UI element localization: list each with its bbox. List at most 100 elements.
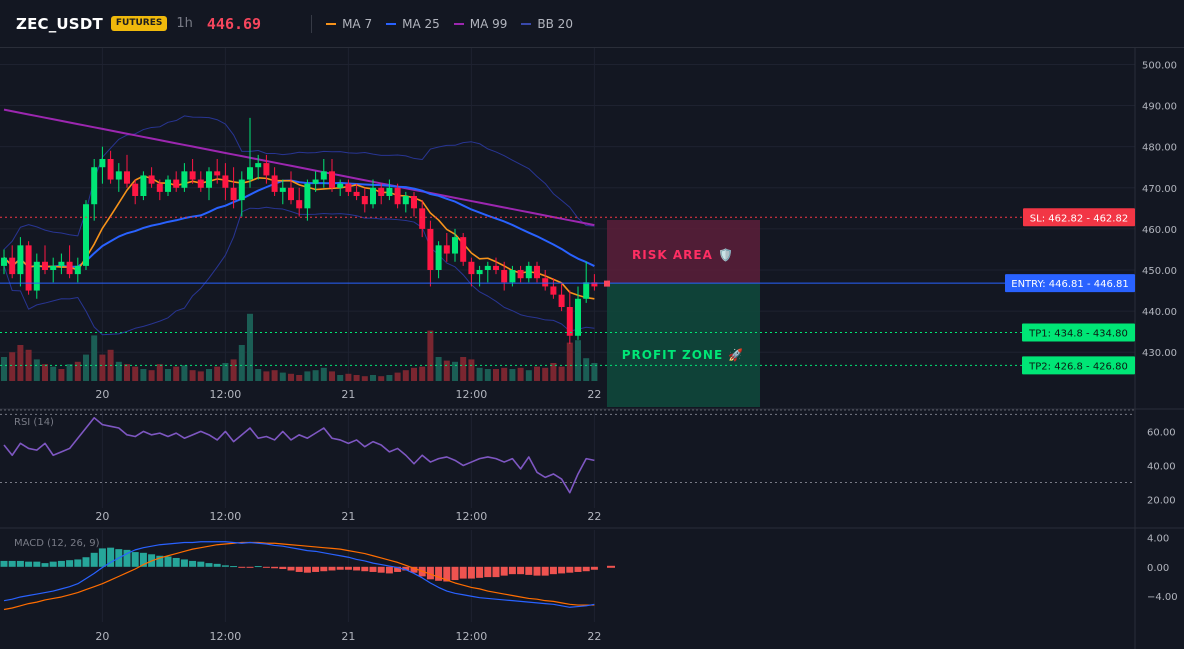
candle-body — [353, 191, 360, 196]
candle — [419, 200, 426, 238]
take-profit-1-label-box — [1022, 323, 1135, 342]
volume-bar — [9, 352, 16, 381]
candle — [558, 282, 565, 312]
volume-bar — [427, 330, 434, 381]
candle-body — [419, 208, 426, 229]
macd-histogram-bar — [426, 566, 434, 580]
symbol-name[interactable]: ZEC_USDT — [16, 14, 103, 33]
candle-body — [534, 265, 540, 279]
candle-body — [173, 179, 180, 188]
macd-histogram-bar — [262, 566, 270, 568]
candle-body — [558, 294, 565, 307]
volume-bar — [288, 373, 294, 381]
legend-ma7[interactable]: MA 7 — [326, 17, 372, 31]
macd-histogram-bar — [238, 566, 246, 568]
volume-bar — [132, 366, 139, 381]
candle — [288, 171, 294, 205]
time-tick-label: 21 — [341, 630, 355, 643]
macd-tick-label: 0.00 — [1147, 563, 1169, 574]
volume-bar — [173, 366, 180, 381]
timeframe-label[interactable]: 1h — [176, 16, 193, 31]
volume-bar — [222, 363, 229, 381]
legend-bb20[interactable]: BB 20 — [521, 17, 573, 31]
time-tick-label: 20 — [95, 630, 109, 643]
time-tick-label: 12:00 — [456, 510, 488, 523]
volume-bar — [558, 366, 565, 381]
candle — [156, 179, 163, 201]
volume-bar — [468, 359, 475, 381]
macd-line — [3, 541, 595, 608]
candle — [42, 245, 48, 275]
volume-bar — [181, 365, 188, 381]
candle — [271, 167, 278, 196]
candle — [255, 154, 262, 180]
candle-body — [83, 204, 89, 266]
candle-body — [206, 171, 212, 188]
macd-histogram-bar — [549, 566, 557, 575]
volume-bar — [148, 370, 155, 381]
macd-histogram-bar — [582, 566, 590, 572]
candle — [460, 233, 467, 266]
time-tick-label: 12:00 — [210, 510, 242, 523]
volume-bar — [386, 375, 393, 381]
ma99-line — [3, 108, 595, 227]
macd-histogram-bar — [221, 565, 229, 567]
volume-bar — [542, 367, 549, 381]
macd-histogram-bar — [271, 566, 279, 569]
candle — [304, 179, 311, 221]
candle — [173, 171, 180, 192]
volume-bar — [370, 375, 376, 381]
time-tick-label: 20 — [95, 388, 109, 401]
candle — [50, 257, 57, 283]
candle-body — [58, 261, 65, 266]
macd-histogram-bar — [508, 566, 516, 575]
volume-bar — [83, 354, 89, 381]
time-tick-label: 12:00 — [456, 630, 488, 643]
take-profit-2-label: TP2: 426.8 - 426.80 — [1028, 361, 1128, 372]
volume-bar — [575, 340, 581, 381]
candle — [238, 171, 245, 217]
price-tick-label: 470.00 — [1142, 184, 1177, 195]
macd-histogram-bar — [139, 552, 147, 567]
candle — [9, 245, 16, 279]
macd-histogram-bar — [459, 566, 467, 579]
macd-histogram-bar — [303, 566, 311, 573]
candle — [124, 154, 130, 188]
candle — [468, 257, 475, 287]
candle — [411, 191, 417, 217]
candle — [206, 167, 212, 201]
candle-body — [320, 171, 327, 180]
macd-histogram-bar — [74, 559, 82, 567]
macd-histogram-bar — [476, 566, 484, 578]
take-profit-2-label-box — [1022, 356, 1135, 375]
candle-body — [378, 187, 385, 196]
volume-bar — [337, 375, 344, 381]
candle — [550, 278, 557, 299]
candle — [452, 228, 458, 262]
candle-body — [17, 245, 24, 275]
volume-bar — [493, 369, 499, 381]
macd-signal-line — [3, 541, 595, 611]
volume-bar — [460, 357, 467, 381]
candle-body — [427, 228, 434, 270]
volume-bar — [238, 345, 245, 381]
legend-label-ma99: MA 99 — [469, 16, 508, 31]
macd-histogram-bar — [82, 557, 90, 567]
candle — [181, 163, 188, 192]
candle-body — [583, 282, 590, 299]
volume-bar — [17, 345, 24, 381]
volume-bar — [525, 370, 532, 381]
candle-body — [1, 257, 7, 266]
legend-ma25[interactable]: MA 25 — [386, 17, 440, 31]
candle — [296, 187, 303, 217]
candle-body — [345, 183, 352, 192]
volume-bar — [99, 354, 106, 381]
candle — [189, 159, 196, 184]
macd-histogram-bar — [443, 566, 451, 582]
candle-body — [66, 261, 73, 275]
legend-ma99[interactable]: MA 99 — [453, 16, 508, 31]
time-tick-label: 12:00 — [210, 630, 242, 643]
volume-bar — [583, 358, 590, 381]
time-tick-label: 21 — [341, 388, 355, 401]
